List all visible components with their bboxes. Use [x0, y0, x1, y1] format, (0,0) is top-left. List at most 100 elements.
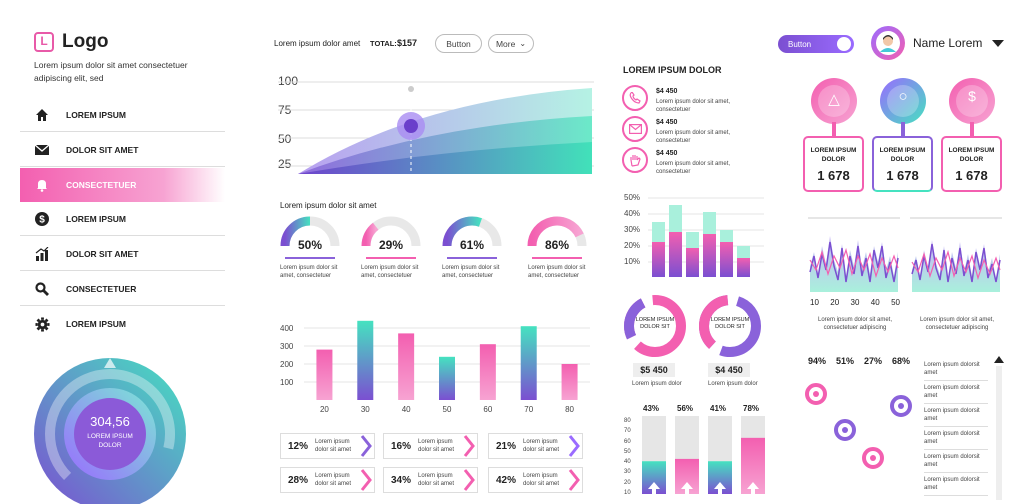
home-icon: [34, 107, 50, 123]
slider-knob-dot: [842, 427, 848, 433]
bar[interactable]: [398, 333, 415, 400]
nav-item-6[interactable]: CONSECTETUER: [20, 272, 225, 306]
chip-text: Lorem ipsum dolor sit amet: [523, 473, 560, 487]
percent-chip[interactable]: 12% Lorem ipsum dolor sit amet: [280, 433, 375, 459]
nav-label: LOREM IPSUM: [66, 109, 126, 120]
list-item[interactable]: Lorem ipsum dolorsit amet: [924, 381, 988, 404]
chip-pct: 28%: [287, 474, 308, 486]
scroll-up-icon[interactable]: [994, 356, 1004, 363]
stacked-ytick: 20%: [624, 241, 641, 250]
column-pct: 78%: [743, 404, 760, 413]
bar-ytick: 400: [280, 324, 294, 333]
nav-label: LOREM IPSUM: [66, 319, 126, 329]
nav-item-5[interactable]: DOLOR SIT AMET: [20, 237, 225, 271]
stacked-ytick: 10%: [624, 257, 641, 266]
contact-text: Lorem ipsum dolor sit amet, consectetuer: [656, 130, 731, 144]
up-arrow-icon: [648, 482, 660, 494]
donut-text: Lorem ipsum dolor sit amet, consectetuer: [442, 265, 500, 279]
nav-item-3[interactable]: CONSECTETUER: [20, 168, 225, 202]
stat-value: 1 678: [955, 168, 988, 183]
topbar-text: Lorem ipsum dolor amet: [274, 39, 361, 48]
contact-amount: $4 450: [656, 88, 678, 95]
ring-amount: $5 450: [633, 363, 675, 377]
stat-value: 1 678: [886, 168, 919, 183]
caret-down-icon[interactable]: [992, 40, 1004, 47]
nav-item-1[interactable]: LOREM IPSUM: [20, 98, 225, 132]
ring-text: Lorem ipsum dolor: [708, 381, 758, 387]
stacked-bar-chart: [648, 197, 764, 277]
bar-chart-icon: [34, 246, 50, 262]
bar[interactable]: [479, 344, 496, 400]
column-ytick: 50: [624, 448, 631, 455]
chip-pct: 12%: [287, 440, 308, 452]
slider-pct: 51%: [836, 356, 855, 366]
hand-icon[interactable]: [622, 147, 648, 173]
donut-arc: [527, 216, 584, 247]
column-ytick: 70: [624, 428, 631, 435]
list-item[interactable]: Lorem ipsum dolorsit amet: [924, 358, 988, 381]
avatar[interactable]: [871, 26, 905, 60]
stat-card[interactable]: LOREM IPSUM DOLOR 1 678: [803, 136, 864, 192]
stat-card[interactable]: LOREM IPSUM DOLOR 1 678: [941, 136, 1002, 192]
more-dropdown[interactable]: More ⌄: [488, 34, 534, 53]
piggy-bank-icon: $: [968, 88, 976, 104]
bar-xtick: 80: [565, 405, 574, 414]
slider-knob-dot: [813, 391, 819, 397]
percent-chip[interactable]: 42% Lorem ipsum dolor sit amet: [488, 467, 583, 493]
gear-icon: [34, 316, 50, 332]
wave-chart: [910, 217, 1002, 292]
bar-ytick: 300: [280, 342, 294, 351]
column-yticks: 80 70 60 50 40 30 20 10: [624, 416, 636, 498]
dollar-icon: $: [34, 211, 50, 227]
nav-item-2[interactable]: DOLOR SIT AMET: [20, 133, 225, 167]
list-item[interactable]: Lorem ipsum dolorsit amet: [924, 450, 988, 473]
bar[interactable]: [561, 364, 578, 400]
list-item[interactable]: Lorem ipsum dolorsit amet: [924, 473, 988, 496]
top-button-label: Button: [446, 38, 471, 49]
gauge-value: 304,56: [90, 414, 130, 429]
nav-item-7[interactable]: LOREM IPSUM: [20, 307, 225, 341]
percent-chip[interactable]: 21% Lorem ipsum dolor sit amet: [488, 433, 583, 459]
donut-arc: [361, 222, 379, 247]
envelope-icon[interactable]: [622, 116, 648, 142]
total-label: TOTAL:: [370, 39, 397, 48]
bar[interactable]: [439, 356, 455, 400]
ring-text: Lorem ipsum dolor: [632, 381, 682, 387]
donut-text: Lorem ipsum dolor sit amet, consectetuer: [361, 265, 419, 279]
nav-item-4[interactable]: $ LOREM IPSUM: [20, 202, 225, 236]
column-pct: 41%: [710, 404, 727, 413]
bar[interactable]: [316, 349, 333, 400]
area-chart: [278, 81, 594, 174]
column-ytick: 80: [624, 418, 631, 424]
column-ytick: 60: [624, 438, 631, 445]
toggle-button[interactable]: Button: [778, 35, 854, 53]
gauge-label: LOREM IPSUM DOLOR: [87, 433, 133, 449]
nav-label: LOREM IPSUM: [66, 213, 126, 224]
phone-icon[interactable]: [622, 85, 648, 111]
stat-card[interactable]: LOREM IPSUM DOLOR 1 678: [872, 136, 933, 192]
list-item[interactable]: Lorem ipsum dolorsit amet: [924, 427, 988, 450]
ring-label: LOREM IPSUM DOLOR SIT: [635, 317, 675, 330]
percent-chip[interactable]: 34% Lorem ipsum dolor sit amet: [383, 467, 478, 493]
wave-xtick: 20: [830, 298, 840, 307]
wave-caption: Lorem ipsum dolor sit amet, consectetuer…: [919, 317, 995, 331]
percent-chip[interactable]: 16% Lorem ipsum dolor sit amet: [383, 433, 478, 459]
wave-caption: Lorem ipsum dolor sit amet, consectetuer…: [817, 317, 893, 331]
wave-xtick: 50: [891, 298, 900, 307]
stat-label: LOREM IPSUM DOLOR: [948, 147, 995, 163]
bar-xtick: 20: [320, 405, 329, 414]
bar[interactable]: [357, 320, 374, 400]
toggle-knob: [837, 37, 851, 51]
scrollbar[interactable]: [996, 366, 1002, 500]
area-ytick: 50: [278, 132, 292, 146]
slider-group[interactable]: [800, 370, 920, 500]
bar-xtick: 30: [361, 405, 370, 414]
chevron-right-icon: [463, 435, 475, 457]
search-icon: [34, 281, 50, 297]
user-name[interactable]: Name Lorem: [913, 36, 983, 50]
bar[interactable]: [520, 326, 537, 400]
top-button[interactable]: Button: [435, 34, 482, 53]
list-item[interactable]: Lorem ipsum dolorsit amet: [924, 404, 988, 427]
percent-chip[interactable]: 28% Lorem ipsum dolor sit amet: [280, 467, 375, 493]
nav-label: DOLOR SIT AMET: [66, 248, 139, 259]
